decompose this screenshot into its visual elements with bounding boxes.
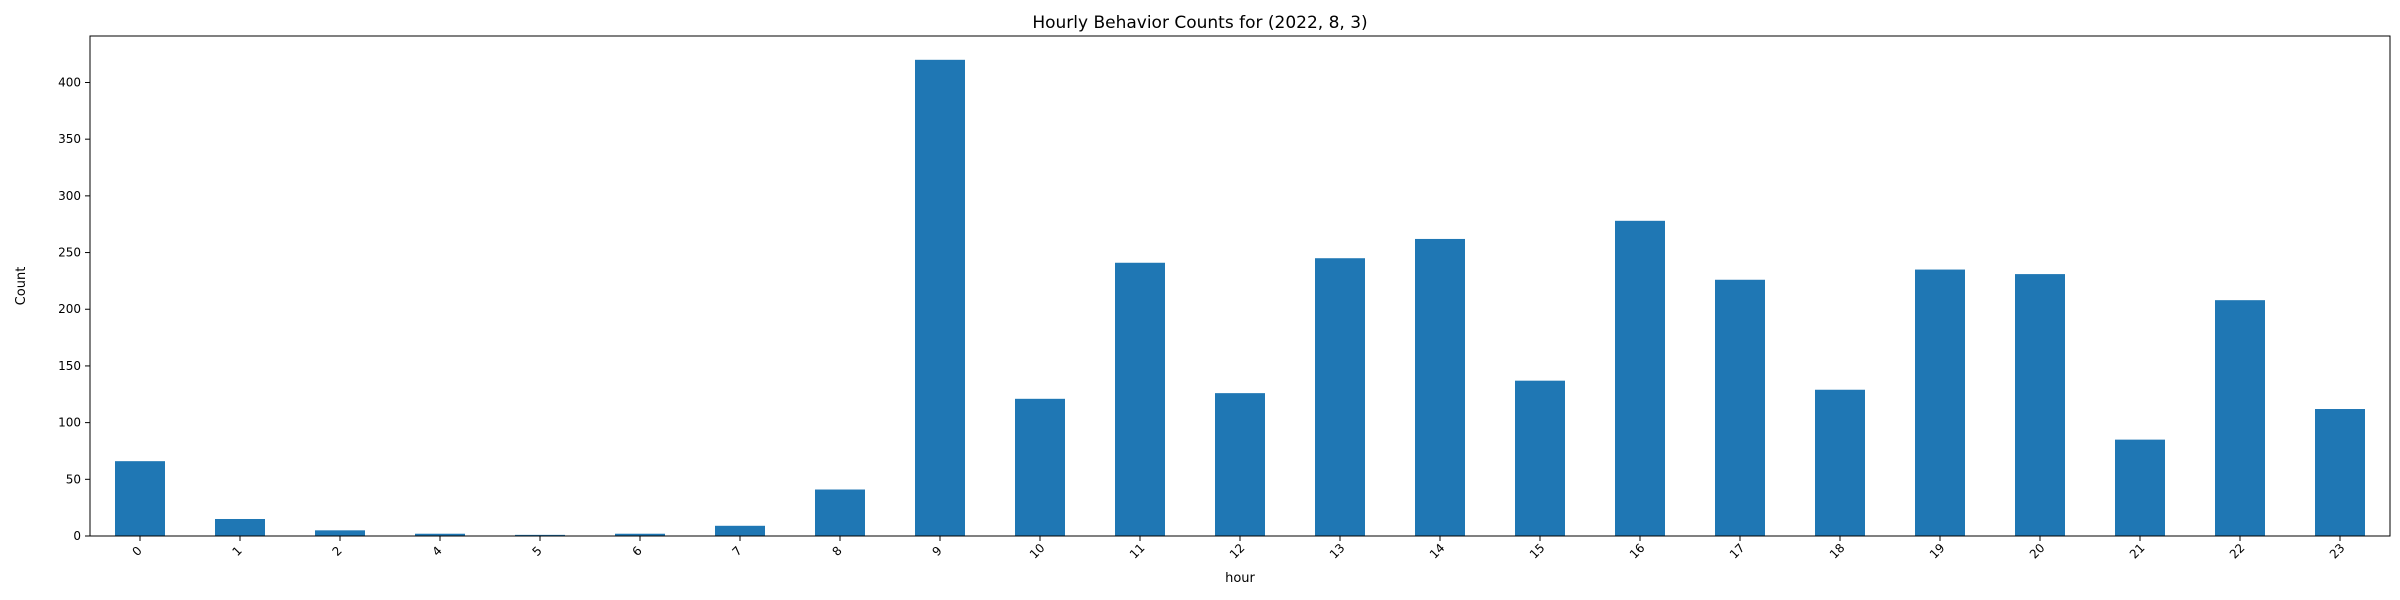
y-tick-label-150: 150 — [58, 359, 81, 373]
bar-10 — [1015, 398, 1065, 536]
x-tick-label-2: 2 — [330, 544, 345, 559]
x-tick-label-4: 4 — [430, 544, 445, 559]
x-tick-label-11: 11 — [1127, 541, 1148, 562]
bar-14 — [1415, 238, 1465, 536]
x-tick-label-0: 0 — [130, 544, 145, 559]
x-tick-label-14: 14 — [1427, 541, 1448, 562]
x-axis-label: hour — [1225, 571, 1255, 586]
bar-23 — [2315, 409, 2365, 536]
bar-1 — [215, 518, 265, 536]
bar-4 — [415, 533, 465, 536]
bar-19 — [1915, 269, 1965, 536]
y-tick-label-100: 100 — [58, 416, 81, 430]
y-tick-label-200: 200 — [58, 302, 81, 316]
x-tick-label-19: 19 — [1927, 541, 1948, 562]
x-tick-label-20: 20 — [2027, 541, 2048, 562]
x-tick-label-21: 21 — [2127, 541, 2148, 562]
x-tick-label-9: 9 — [930, 544, 945, 559]
bar-6 — [615, 533, 665, 536]
chart-title: Hourly Behavior Counts for (2022, 8, 3) — [1032, 13, 1367, 33]
y-tick-label-400: 400 — [58, 75, 81, 89]
bar-9 — [915, 59, 965, 537]
x-tick-label-16: 16 — [1627, 541, 1648, 562]
plot-area: 0 1 2 4 5 6 7 8 9 10 11 12 13 14 15 16 17 18 19 20 21 22 23050… — [58, 59, 2365, 562]
x-tick-label-15: 15 — [1527, 541, 1548, 562]
bar-13 — [1315, 258, 1365, 536]
x-tick-label-22: 22 — [2227, 541, 2248, 562]
x-tick-label-1: 1 — [230, 544, 245, 559]
bar-20 — [2015, 274, 2065, 536]
bar-7 — [715, 525, 765, 536]
x-tick-label-13: 13 — [1327, 541, 1348, 562]
y-tick-label-350: 350 — [58, 132, 81, 146]
y-tick-label-300: 300 — [58, 189, 81, 203]
bar-21 — [2115, 439, 2165, 536]
bar-16 — [1615, 220, 1665, 536]
x-tick-label-5: 5 — [530, 544, 545, 559]
y-tick-label-50: 50 — [66, 472, 81, 486]
x-tick-label-10: 10 — [1027, 541, 1048, 562]
y-tick-label-250: 250 — [58, 246, 81, 260]
x-tick-label-18: 18 — [1827, 541, 1848, 562]
bar-5 — [515, 534, 565, 536]
bar-15 — [1515, 380, 1565, 536]
x-tick-label-6: 6 — [630, 544, 645, 559]
x-tick-label-23: 23 — [2327, 541, 2348, 562]
x-tick-label-12: 12 — [1227, 541, 1248, 562]
bar-17 — [1715, 279, 1765, 536]
x-tick-label-17: 17 — [1727, 541, 1748, 562]
bar-0 — [115, 461, 165, 536]
bar-18 — [1815, 389, 1865, 536]
y-axis-label: Count — [14, 267, 29, 306]
y-tick-label-0: 0 — [73, 529, 81, 543]
bar-22 — [2215, 300, 2265, 536]
bar-2 — [315, 530, 365, 536]
bar-11 — [1115, 262, 1165, 536]
x-tick-label-7: 7 — [730, 544, 745, 559]
bar-8 — [815, 489, 865, 536]
x-tick-label-8: 8 — [830, 544, 845, 559]
bar-12 — [1215, 393, 1265, 536]
plot-frame — [89, 35, 2391, 537]
